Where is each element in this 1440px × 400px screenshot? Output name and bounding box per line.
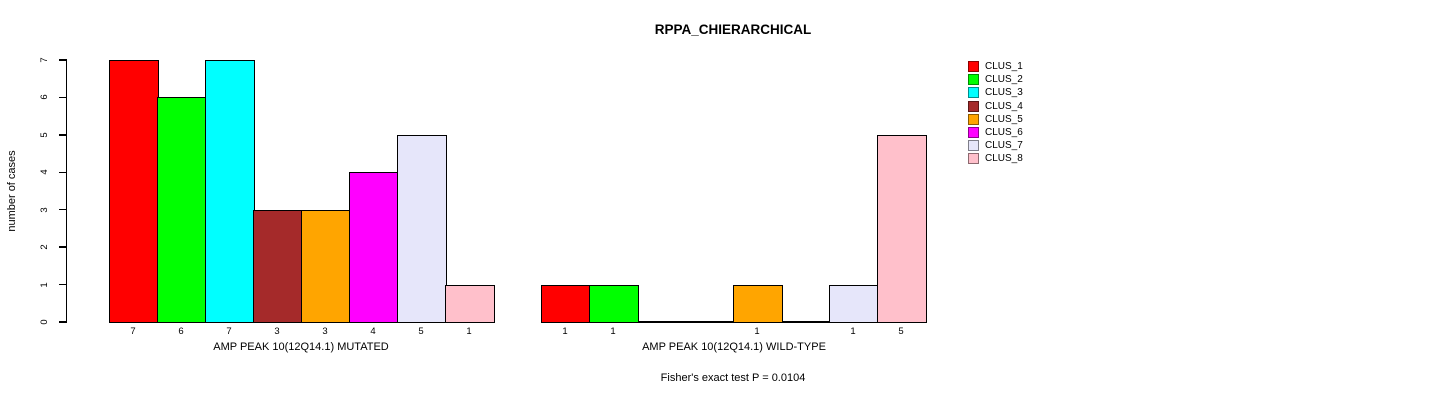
bar-clus_7	[397, 134, 447, 324]
y-axis-label: number of cases	[6, 150, 18, 232]
bar-clus_1	[541, 284, 591, 324]
legend-swatch-clus_2	[968, 74, 979, 86]
bar-value-label: 3	[322, 326, 328, 337]
legend-item-clus_6: CLUS_6	[968, 127, 1023, 138]
y-tick-mark	[59, 321, 66, 323]
bar-value-label: 1	[562, 326, 568, 337]
y-tick-label: 0	[38, 319, 50, 325]
bar-clus_8	[445, 284, 495, 324]
legend-item-clus_5: CLUS_5	[968, 113, 1023, 125]
bar-value-label: 1	[610, 326, 616, 337]
bar-clus_8	[877, 134, 927, 324]
bar-clus_1	[109, 59, 159, 324]
legend-item-clus_3: CLUS_3	[968, 87, 1023, 99]
y-tick-mark	[59, 246, 66, 248]
legend-swatch-clus_5	[968, 113, 979, 125]
bar-value-label: 6	[178, 326, 184, 337]
legend-label: CLUS_1	[985, 61, 1023, 72]
bar-value-label: 1	[466, 326, 472, 337]
y-tick-label: 4	[38, 169, 50, 175]
bar-clus_5	[733, 284, 783, 324]
y-tick-label: 6	[38, 94, 50, 101]
bar-value-label: 5	[418, 326, 424, 337]
y-tick-label: 7	[38, 57, 50, 63]
bar-clus_5	[301, 209, 351, 324]
legend-swatch-clus_3	[968, 87, 979, 99]
legend-label: CLUS_4	[985, 100, 1023, 112]
bar-clus_2	[589, 284, 639, 324]
y-tick-label: 1	[38, 281, 50, 288]
bar-clus_3	[205, 59, 255, 324]
y-tick-mark	[59, 283, 66, 286]
bar-value-label: 5	[898, 326, 904, 337]
legend-label: CLUS_6	[985, 127, 1023, 138]
legend-swatch-clus_1	[968, 61, 979, 72]
y-tick-mark	[59, 59, 66, 61]
bar-clus_6	[349, 172, 399, 324]
y-tick-mark	[59, 134, 66, 136]
bar-value-label: 3	[274, 326, 280, 337]
legend-item-clus_8: CLUS_8	[968, 153, 1023, 165]
bar-value-label: 1	[754, 326, 760, 337]
legend-label: CLUS_2	[985, 74, 1023, 86]
y-tick-mark	[59, 209, 66, 211]
bar-clus_7	[829, 284, 879, 324]
legend-label: CLUS_5	[985, 113, 1023, 125]
bar-value-label: 4	[370, 326, 376, 337]
legend-item-clus_2: CLUS_2	[968, 74, 1023, 86]
y-tick-label: 3	[38, 207, 50, 213]
y-tick-mark	[59, 171, 66, 173]
bar-value-label: 1	[850, 326, 856, 337]
legend-swatch-clus_4	[968, 100, 979, 112]
y-tick-label: 5	[38, 132, 50, 138]
x-axis-title-mutated: AMP PEAK 10(12Q14.1) MUTATED	[213, 341, 389, 353]
y-axis-line	[66, 59, 68, 323]
bar-value-label: 7	[226, 326, 232, 337]
y-tick-label: 2	[38, 244, 50, 250]
x-axis-title-wildtype: AMP PEAK 10(12Q14.1) WILD-TYPE	[642, 341, 826, 353]
legend-label: CLUS_8	[985, 153, 1023, 165]
chart-title: RPPA_CHIERARCHICAL	[654, 22, 812, 37]
y-tick-mark	[59, 96, 66, 99]
bar-value-label: 7	[130, 326, 136, 337]
legend-item-clus_1: CLUS_1	[968, 61, 1023, 72]
bar-clus_2	[157, 97, 207, 324]
legend-item-clus_4: CLUS_4	[968, 100, 1023, 112]
legend-item-clus_7: CLUS_7	[968, 140, 1023, 152]
bar-clus_4	[253, 209, 303, 324]
legend-label: CLUS_7	[985, 140, 1023, 152]
legend-swatch-clus_8	[968, 153, 979, 165]
legend-label: CLUS_3	[985, 87, 1023, 99]
legend-swatch-clus_7	[968, 140, 979, 152]
fisher-test-annotation: Fisher's exact test P = 0.0104	[660, 372, 806, 384]
legend-swatch-clus_6	[968, 127, 979, 138]
